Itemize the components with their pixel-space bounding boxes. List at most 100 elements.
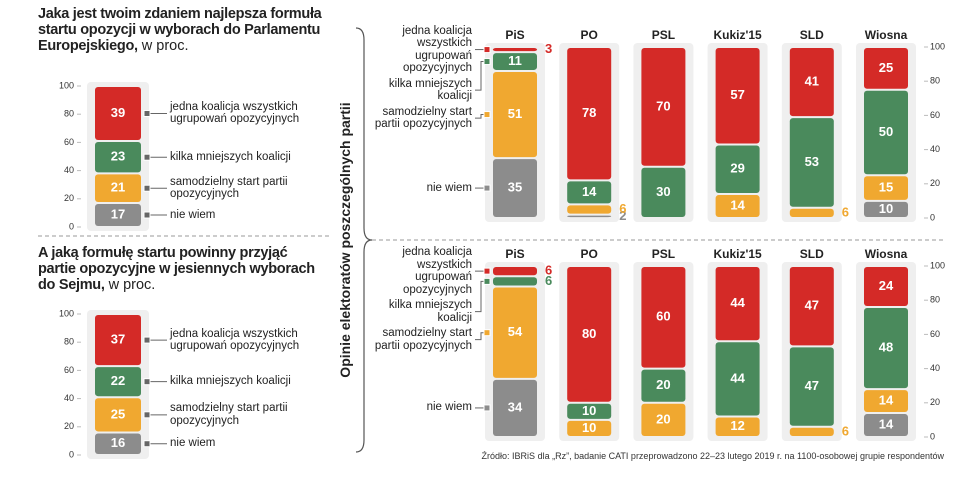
value-label: 44 (730, 370, 745, 385)
y-tick-label: 0 (930, 431, 935, 441)
legend-swatch (483, 277, 491, 285)
value-label: 2 (619, 208, 626, 223)
value-label: 80 (582, 326, 596, 341)
category-label: PiS (505, 247, 524, 261)
bar-segment (789, 427, 834, 436)
value-label: 48 (879, 340, 893, 355)
legend-label: nie wiem (426, 401, 472, 414)
legend-label: nie wiem (170, 437, 216, 450)
chart-title: Jaka jest twoim zdaniem najlepsza formuł… (38, 6, 328, 54)
category-label: Wiosna (865, 28, 908, 42)
category-label: PSL (652, 247, 675, 261)
bar-segment (493, 71, 537, 158)
bar-segment (95, 433, 141, 454)
value-label: 60 (656, 309, 670, 324)
value-label: 50 (879, 124, 893, 139)
title-text: Jaka jest twoim zdaniem najlepsza formuł… (38, 6, 322, 54)
legend-swatch (483, 404, 491, 412)
value-label: 21 (111, 180, 125, 195)
legend-swatch (483, 329, 491, 337)
title-text: A jaką formułę startu powinny przyjąć pa… (38, 245, 315, 293)
bar-segment (95, 87, 141, 140)
y-tick-label: 80 (64, 109, 74, 119)
value-label: 12 (730, 418, 744, 433)
y-tick-label: 60 (64, 365, 74, 375)
bar-segment (864, 48, 908, 89)
value-label: 10 (582, 403, 596, 418)
y-tick-label: 100 (59, 80, 74, 90)
bar-segment (864, 90, 908, 175)
value-label: 14 (582, 184, 597, 199)
bar-segment (789, 347, 834, 426)
value-label: 6 (545, 263, 552, 278)
legend-swatch (143, 411, 151, 419)
value-label: 22 (111, 373, 125, 388)
legend-swatch (143, 109, 151, 117)
bar-segment (789, 267, 834, 346)
category-label: Kukiz'15 (713, 28, 762, 42)
value-label: 16 (111, 435, 125, 450)
bar-segment (641, 48, 686, 166)
value-label: 20 (656, 411, 670, 426)
bar-segment (567, 267, 612, 402)
y-tick-label: 60 (64, 137, 74, 147)
y-tick-label: 40 (930, 144, 940, 154)
bar-segment (95, 398, 141, 432)
bar-segment (567, 48, 612, 180)
y-tick-label: 80 (64, 337, 74, 347)
value-label: 6 (842, 204, 849, 219)
brace (355, 27, 373, 453)
legend-swatch (483, 46, 491, 54)
value-label: 47 (805, 378, 819, 393)
bar-segment (567, 181, 612, 204)
bar-segment (864, 176, 908, 200)
legend-swatch (143, 211, 151, 219)
category-label: PSL (652, 28, 675, 42)
source: Źródło: IBRiS dla „Rz”, badanie CATI prz… (481, 451, 944, 461)
legend-label: samodzielny start partii opozycyjnych (374, 105, 472, 131)
bar-segment (95, 367, 141, 397)
value-label: 10 (879, 201, 893, 216)
legend-label: samodzielny start partii opozycyjnych (170, 402, 288, 427)
bar-segment (493, 48, 537, 52)
bar-segment (789, 48, 834, 117)
y-tick-label: 60 (930, 110, 940, 120)
y-tick-label: 40 (64, 165, 74, 175)
value-label: 47 (805, 298, 819, 313)
bar-segment (715, 195, 760, 217)
bar-segment (95, 141, 141, 173)
value-label: 11 (508, 53, 522, 68)
value-label: 6 (619, 201, 626, 216)
y-tick-label: 100 (930, 41, 945, 51)
legend-label: kilka mniejszych koalicji (170, 375, 291, 388)
category-label: Kukiz'15 (713, 247, 762, 261)
value-label: 29 (730, 161, 744, 176)
value-label: 78 (582, 105, 596, 120)
value-label: 51 (508, 106, 522, 121)
legend-swatch (143, 184, 151, 192)
legend-label: kilka mniejszych koalicji (388, 77, 472, 103)
legend-swatch (483, 111, 491, 119)
category-label: Wiosna (865, 247, 908, 261)
value-label: 57 (730, 87, 744, 102)
bar-segment (864, 414, 908, 436)
legend-label: nie wiem (170, 208, 216, 221)
bar-segment (715, 267, 760, 341)
bar-segment (641, 167, 686, 217)
bar-segment (864, 201, 908, 217)
y-tick-label: 80 (930, 295, 940, 305)
category-label: PiS (505, 28, 524, 42)
bar-segment (95, 204, 141, 226)
bar-segment (789, 208, 834, 217)
legend-label: jedna koalicja wszystkich ugrupowań opoz… (170, 327, 300, 353)
legend-swatch (483, 184, 491, 192)
legend-swatch (143, 336, 151, 344)
bar-segment (567, 420, 612, 436)
value-label: 34 (508, 399, 523, 414)
value-label: 14 (730, 197, 745, 212)
bar-segment (715, 145, 760, 194)
bar-segment (493, 277, 537, 286)
value-label: 41 (805, 73, 819, 88)
